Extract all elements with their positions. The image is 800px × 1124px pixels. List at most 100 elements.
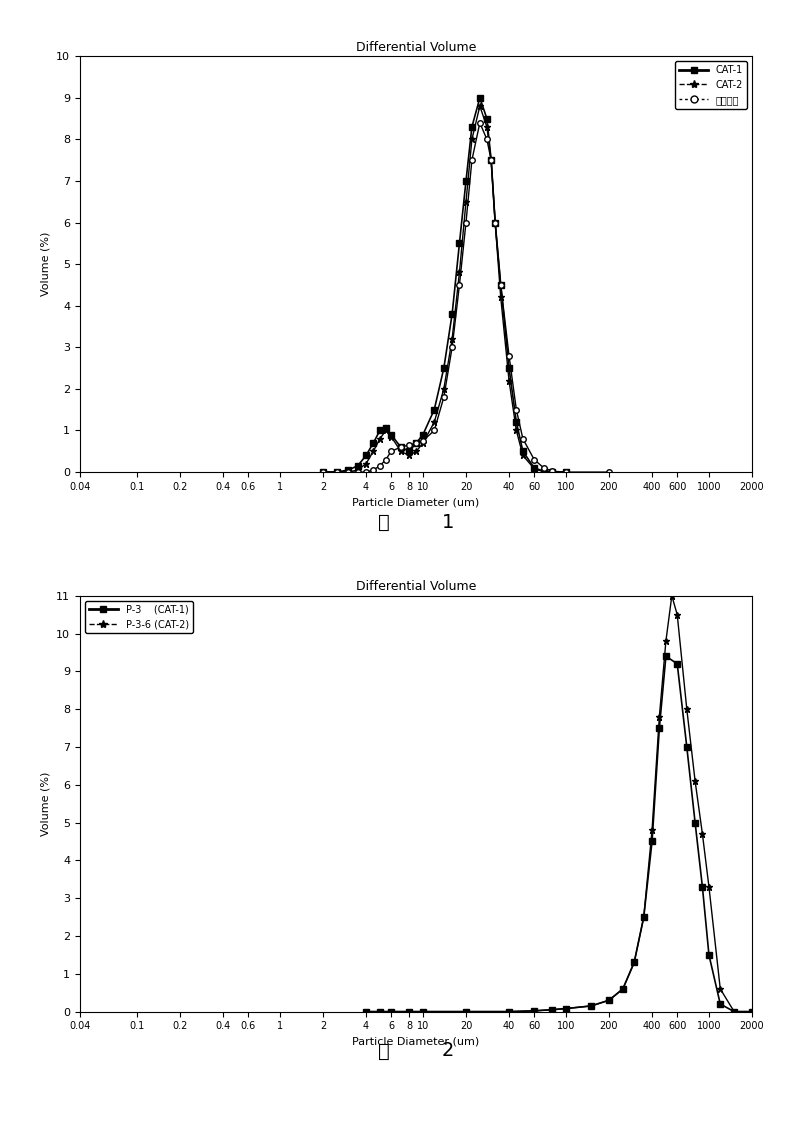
P-3    (CAT-1) xyxy=(375,1005,385,1018)
多孔硅胶 xyxy=(530,453,539,466)
P-3-6 (CAT-2) xyxy=(530,1004,539,1017)
X-axis label: Particle Diameter (um): Particle Diameter (um) xyxy=(352,1036,480,1046)
多孔硅胶 xyxy=(386,445,396,459)
CAT-2 xyxy=(369,445,378,459)
多孔硅胶 xyxy=(486,154,496,167)
P-3-6 (CAT-2) xyxy=(690,774,700,788)
P-3    (CAT-1) xyxy=(715,997,725,1010)
多孔硅胶 xyxy=(504,348,514,362)
CAT-2 xyxy=(430,416,439,429)
Title: Differential Volume: Differential Volume xyxy=(356,40,476,54)
P-3-6 (CAT-2) xyxy=(504,1005,514,1018)
CAT-2 xyxy=(539,465,549,479)
CAT-1 xyxy=(475,91,485,105)
多孔硅胶 xyxy=(482,133,492,146)
CAT-1 xyxy=(467,120,477,134)
P-3-6 (CAT-2) xyxy=(704,880,714,894)
Line: CAT-2: CAT-2 xyxy=(319,102,570,475)
P-3-6 (CAT-2) xyxy=(730,1005,739,1018)
P-3    (CAT-1) xyxy=(639,910,649,924)
CAT-2 xyxy=(467,133,477,146)
多孔硅胶 xyxy=(318,465,328,479)
P-3    (CAT-1) xyxy=(530,1004,539,1017)
CAT-1 xyxy=(343,463,353,477)
Title: Differential Volume: Differential Volume xyxy=(356,580,476,593)
CAT-2 xyxy=(381,424,390,437)
Text: 图: 图 xyxy=(378,514,390,532)
多孔硅胶 xyxy=(461,216,470,229)
CAT-1 xyxy=(411,436,421,450)
P-3-6 (CAT-2) xyxy=(654,710,664,724)
Legend: CAT-1, CAT-2, 多孔硅胶: CAT-1, CAT-2, 多孔硅胶 xyxy=(675,61,747,109)
CAT-2 xyxy=(362,457,371,471)
P-3    (CAT-1) xyxy=(654,722,664,735)
CAT-1 xyxy=(561,465,570,479)
CAT-1 xyxy=(439,362,449,375)
P-3    (CAT-1) xyxy=(704,949,714,962)
多孔硅胶 xyxy=(439,390,449,404)
CAT-2 xyxy=(461,196,470,209)
多孔硅胶 xyxy=(475,116,485,129)
多孔硅胶 xyxy=(381,453,390,466)
CAT-1 xyxy=(318,465,328,479)
CAT-1 xyxy=(504,362,514,375)
CAT-2 xyxy=(511,424,521,437)
P-3-6 (CAT-2) xyxy=(362,1005,371,1018)
CAT-2 xyxy=(386,430,396,444)
CAT-1 xyxy=(486,154,496,167)
CAT-2 xyxy=(518,448,528,462)
P-3-6 (CAT-2) xyxy=(682,702,691,716)
多孔硅胶 xyxy=(511,404,521,417)
Y-axis label: Volume (%): Volume (%) xyxy=(41,232,50,297)
多孔硅胶 xyxy=(496,279,506,292)
P-3-6 (CAT-2) xyxy=(404,1005,414,1018)
CAT-2 xyxy=(396,445,406,459)
CAT-1 xyxy=(369,436,378,450)
多孔硅胶 xyxy=(418,434,428,447)
P-3-6 (CAT-2) xyxy=(618,982,628,996)
CAT-2 xyxy=(530,462,539,475)
CAT-2 xyxy=(454,265,464,279)
P-3-6 (CAT-2) xyxy=(386,1005,396,1018)
P-3-6 (CAT-2) xyxy=(715,982,725,996)
P-3    (CAT-1) xyxy=(504,1005,514,1018)
CAT-1 xyxy=(353,459,362,472)
P-3    (CAT-1) xyxy=(673,658,682,671)
CAT-2 xyxy=(343,465,353,479)
CAT-2 xyxy=(482,120,492,134)
Legend: P-3    (CAT-1), P-3-6 (CAT-2): P-3 (CAT-1), P-3-6 (CAT-2) xyxy=(85,600,193,633)
P-3    (CAT-1) xyxy=(661,650,670,663)
P-3    (CAT-1) xyxy=(618,982,628,996)
P-3    (CAT-1) xyxy=(386,1005,396,1018)
P-3    (CAT-1) xyxy=(362,1005,371,1018)
多孔硅胶 xyxy=(539,461,549,474)
CAT-1 xyxy=(496,279,506,292)
CAT-1 xyxy=(454,237,464,251)
P-3    (CAT-1) xyxy=(647,835,657,849)
CAT-2 xyxy=(547,465,557,479)
P-3-6 (CAT-2) xyxy=(375,1005,385,1018)
CAT-1 xyxy=(511,416,521,429)
CAT-1 xyxy=(332,465,342,479)
P-3-6 (CAT-2) xyxy=(747,1005,757,1018)
CAT-2 xyxy=(490,216,500,229)
CAT-1 xyxy=(490,216,500,229)
Y-axis label: Volume (%): Volume (%) xyxy=(41,771,50,836)
多孔硅胶 xyxy=(547,464,557,478)
CAT-2 xyxy=(439,382,449,396)
P-3    (CAT-1) xyxy=(698,880,707,894)
多孔硅胶 xyxy=(343,465,353,479)
CAT-1 xyxy=(375,424,385,437)
P-3-6 (CAT-2) xyxy=(639,910,649,924)
P-3-6 (CAT-2) xyxy=(561,1001,570,1015)
多孔硅胶 xyxy=(369,463,378,477)
CAT-2 xyxy=(447,333,457,346)
P-3-6 (CAT-2) xyxy=(418,1005,428,1018)
CAT-1 xyxy=(461,174,470,188)
CAT-2 xyxy=(332,465,342,479)
多孔硅胶 xyxy=(353,465,362,479)
CAT-2 xyxy=(375,432,385,445)
CAT-2 xyxy=(475,99,485,112)
P-3-6 (CAT-2) xyxy=(698,827,707,841)
P-3    (CAT-1) xyxy=(418,1005,428,1018)
